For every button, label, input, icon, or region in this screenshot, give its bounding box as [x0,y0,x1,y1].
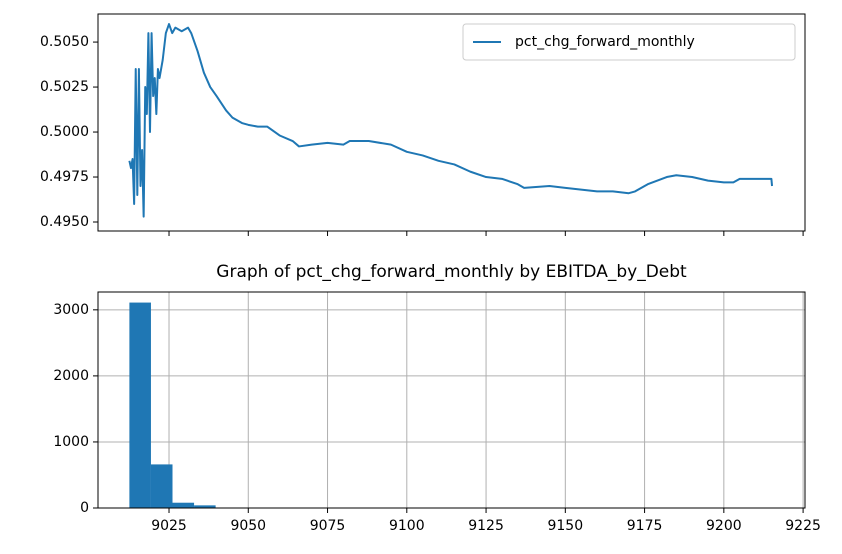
y-tick-label: 0.5000 [40,124,89,140]
x-tick-label: 9225 [785,518,821,534]
y-tick-label: 0 [80,500,89,516]
y-tick-label: 2000 [53,368,89,384]
x-tick-label: 9175 [627,518,663,534]
hist-bar [194,505,216,508]
legend-label: pct_chg_forward_monthly [515,34,695,50]
y-tick-label: 1000 [53,434,89,450]
hist-bar [172,502,195,508]
x-tick-label: 9200 [706,518,742,534]
x-tick-label: 9025 [151,518,187,534]
axes-frame [97,13,806,232]
x-tick-label: 9125 [468,518,504,534]
y-tick-label: 0.5025 [40,79,89,95]
y-tick-label: 0.5050 [40,34,89,50]
y-tick-label: 0.4950 [40,214,89,230]
y-tick-label: 3000 [53,302,89,318]
axes-frame [97,291,806,509]
x-tick-label: 9100 [389,518,425,534]
hist-bar [129,302,151,508]
line-series [128,23,774,218]
hist-bar [150,464,173,508]
x-tick-label: 9050 [230,518,266,534]
legend-box [462,23,796,61]
y-tick-label: 0.4975 [40,169,89,185]
x-tick-label: 9150 [547,518,583,534]
chart-title: Graph of pct_chg_forward_monthly by EBIT… [216,262,687,282]
x-tick-label: 9075 [310,518,346,534]
